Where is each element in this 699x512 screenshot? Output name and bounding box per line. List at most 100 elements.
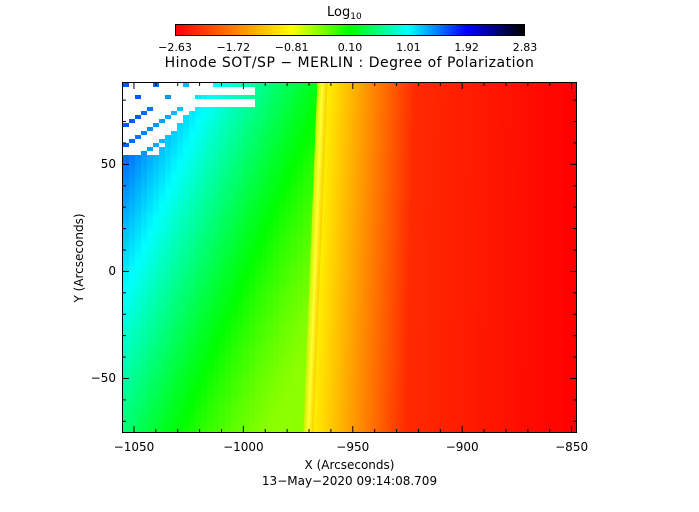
map-cell — [231, 111, 238, 116]
map-cell — [303, 207, 310, 212]
map-cell — [147, 99, 154, 104]
map-cell — [183, 311, 190, 316]
map-cell — [285, 227, 292, 232]
map-cell — [189, 327, 196, 332]
map-cell — [201, 167, 208, 172]
map-cell — [249, 295, 256, 300]
map-cell — [297, 423, 304, 428]
map-cell — [159, 255, 166, 260]
map-cell — [225, 395, 232, 400]
map-cell — [159, 259, 166, 264]
map-cell — [195, 191, 202, 196]
map-cell — [303, 163, 310, 168]
map-cell — [213, 123, 220, 128]
map-cell — [213, 287, 220, 292]
map-cell — [273, 267, 280, 272]
map-cell — [141, 227, 148, 232]
map-cell — [159, 423, 166, 428]
map-cell — [231, 183, 238, 188]
map-cell — [165, 323, 172, 328]
x-axis-label: X (Arcseconds) — [304, 458, 395, 472]
map-cell — [183, 243, 190, 248]
map-cell — [135, 375, 142, 380]
map-cell — [303, 279, 310, 284]
map-cell — [291, 339, 298, 344]
map-cell — [207, 219, 214, 224]
map-cell — [237, 403, 244, 408]
map-cell — [243, 263, 250, 268]
map-cell — [255, 391, 262, 396]
map-cell — [309, 95, 316, 100]
map-cell — [195, 239, 202, 244]
map-cell — [123, 431, 130, 432]
map-cell — [201, 323, 208, 328]
solar-disk — [314, 399, 576, 404]
map-cell — [219, 135, 226, 140]
map-cell — [303, 107, 310, 112]
map-cell — [171, 403, 178, 408]
map-cell — [171, 95, 178, 100]
map-cell — [285, 427, 292, 432]
map-cell — [129, 91, 136, 96]
map-cell — [141, 255, 148, 260]
map-cell — [123, 207, 130, 212]
map-cell — [237, 387, 244, 392]
map-cell — [183, 171, 190, 176]
map-cell — [171, 83, 178, 88]
map-cell — [297, 91, 304, 96]
map-cell — [267, 279, 274, 284]
map-cell — [189, 407, 196, 412]
map-cell — [183, 255, 190, 260]
map-cell — [225, 343, 232, 348]
map-cell — [213, 423, 220, 428]
map-cell — [159, 383, 166, 388]
limb-band — [306, 355, 317, 360]
map-cell — [297, 375, 304, 380]
map-cell — [189, 271, 196, 276]
map-cell — [207, 203, 214, 208]
map-cell — [147, 399, 154, 404]
map-cell — [135, 127, 142, 132]
map-cell — [177, 327, 184, 332]
map-cell — [201, 251, 208, 256]
map-cell — [255, 239, 262, 244]
map-cell — [231, 239, 238, 244]
map-cell — [135, 215, 142, 220]
map-cell — [261, 175, 268, 180]
map-cell — [189, 319, 196, 324]
map-cell — [153, 179, 160, 184]
x-tick-label: −950 — [336, 440, 370, 454]
map-cell — [135, 279, 142, 284]
map-cell — [249, 255, 256, 260]
map-cell — [177, 235, 184, 240]
map-cell — [153, 207, 160, 212]
map-cell — [201, 195, 208, 200]
map-cell — [165, 171, 172, 176]
map-cell — [309, 191, 316, 196]
map-cell — [207, 247, 214, 252]
map-cell — [297, 139, 304, 144]
map-cell — [231, 323, 238, 328]
map-cell — [297, 355, 304, 360]
map-cell — [243, 163, 250, 168]
map-cell — [243, 315, 250, 320]
map-cell — [153, 319, 160, 324]
map-cell — [129, 371, 136, 376]
map-cell — [219, 347, 226, 352]
map-cell — [267, 259, 274, 264]
map-cell — [183, 307, 190, 312]
map-cell — [201, 383, 208, 388]
map-cell — [273, 323, 280, 328]
map-cell — [309, 179, 316, 184]
map-cell — [243, 279, 250, 284]
map-cell — [237, 319, 244, 324]
map-cell — [255, 119, 262, 124]
map-cell — [237, 259, 244, 264]
map-cell — [267, 91, 274, 96]
map-cell — [159, 151, 166, 156]
limb-band — [304, 395, 315, 400]
map-cell — [267, 339, 274, 344]
map-cell — [243, 219, 250, 224]
map-cell — [237, 267, 244, 272]
map-cell — [213, 199, 220, 204]
